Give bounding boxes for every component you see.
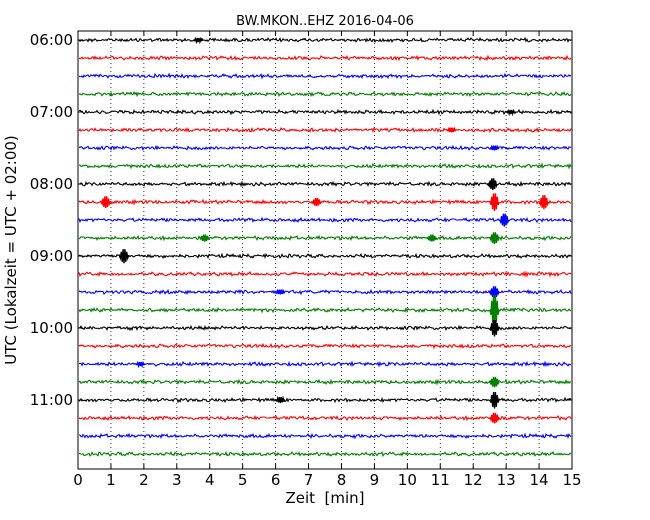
axis-ticks: 0 1 2 3 4 5 6 7 8 9 10 11 12 13 14 1506:0007:0008:0009:… (30, 31, 582, 489)
x-tick-label: 13 (497, 471, 516, 489)
plot-frame (77, 30, 573, 470)
x-tick-label: 6 (271, 471, 281, 489)
seismic-event (489, 391, 500, 409)
trace-0700 (78, 108, 572, 116)
trace-1130 (79, 432, 572, 440)
y-tick-label: 10:00 (30, 319, 73, 337)
trace-1045 (78, 378, 572, 386)
y-tick-label: 06:00 (30, 31, 73, 49)
seismic-event (489, 319, 500, 337)
x-tick-label: 15 (562, 471, 581, 489)
seismic-event (193, 36, 203, 45)
trace-1115 (78, 414, 572, 422)
trace-0945 (78, 306, 572, 314)
trace-0615 (78, 54, 572, 62)
seismic-event (426, 234, 437, 242)
trace-0930 (78, 288, 572, 296)
plot-area (78, 31, 572, 469)
x-tick-label: 0 (73, 471, 83, 489)
x-tick-label: 8 (337, 471, 347, 489)
trace-0745 (79, 162, 572, 170)
seismic-event (445, 126, 457, 133)
trace-1015 (78, 342, 572, 350)
trace-1100 (78, 396, 572, 404)
trace-1000 (78, 324, 572, 332)
seismic-event (489, 412, 500, 424)
y-tick-label: 09:00 (30, 247, 73, 265)
seismic-event (275, 288, 286, 295)
seismic-event (489, 193, 500, 212)
y-axis-label: UTC (Lokalzeit = UTC + 02:00) (2, 135, 20, 365)
seismic-event (538, 195, 550, 210)
trace-0645 (78, 90, 572, 98)
x-tick-label: 4 (205, 471, 215, 489)
seismic-event (487, 178, 498, 191)
x-tick-label: 5 (238, 471, 248, 489)
seismic-event (275, 395, 286, 404)
y-tick-label: 11:00 (30, 391, 73, 409)
seismic-event (133, 360, 146, 369)
x-tick-label: 1 (106, 471, 116, 489)
x-axis-label: Zeit [min] (285, 489, 364, 507)
seismic-event (100, 196, 111, 209)
trace-0600 (78, 36, 572, 44)
trace-1145 (78, 450, 572, 458)
seismic-event (489, 286, 500, 299)
trace-0845 (78, 234, 572, 242)
x-tick-label: 11 (431, 471, 450, 489)
y-tick-label: 07:00 (30, 103, 73, 121)
event-layer (100, 36, 550, 424)
x-tick-label: 14 (530, 471, 549, 489)
trace-0900 (78, 252, 572, 260)
trace-0815 (78, 198, 572, 206)
seismic-event (489, 295, 500, 326)
trace-0915 (78, 270, 572, 278)
y-tick-label: 08:00 (30, 175, 73, 193)
seismic-event (489, 144, 500, 151)
x-tick-label: 12 (464, 471, 483, 489)
trace-0715 (78, 126, 572, 134)
trace-0630 (78, 72, 572, 80)
seismic-event (489, 232, 500, 245)
x-tick-label: 3 (172, 471, 182, 489)
seismic-event (198, 234, 210, 242)
trace-layer (78, 36, 572, 458)
x-tick-label: 2 (139, 471, 149, 489)
seismic-event (118, 249, 130, 264)
x-tick-label: 7 (304, 471, 314, 489)
x-tick-label: 10 (398, 471, 417, 489)
seismic-event (498, 213, 510, 227)
trace-1030 (78, 360, 572, 368)
seismic-event (489, 376, 500, 388)
seismic-event (310, 197, 322, 207)
seismic-event (504, 108, 516, 117)
chart-title: BW.MKON..EHZ 2016-04-06 (236, 14, 414, 29)
trace-0830 (78, 216, 572, 224)
trace-0730 (78, 144, 572, 151)
x-tick-label: 9 (370, 471, 380, 489)
